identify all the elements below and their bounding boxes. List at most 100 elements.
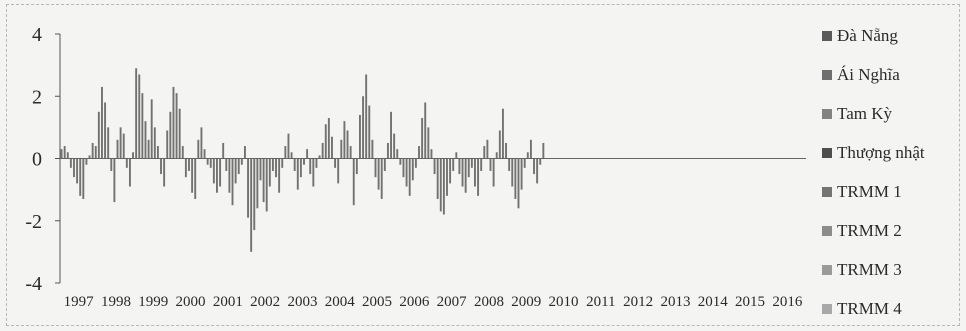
x-tick-label: 2006 xyxy=(399,294,430,310)
bar xyxy=(359,114,361,159)
bar xyxy=(380,158,383,199)
bar xyxy=(163,158,166,187)
bars-layer xyxy=(60,68,545,252)
legend-swatch xyxy=(822,109,832,119)
bar xyxy=(119,127,122,159)
bar xyxy=(122,133,125,159)
y-tick-label: 0 xyxy=(32,149,42,171)
bar xyxy=(352,158,355,206)
bar xyxy=(483,146,486,159)
bar xyxy=(446,158,448,196)
x-tick-label: 2005 xyxy=(362,294,392,310)
bar xyxy=(160,158,162,175)
bar xyxy=(212,158,215,184)
bar xyxy=(511,158,514,187)
bar xyxy=(324,124,327,159)
bar xyxy=(135,68,138,159)
bar xyxy=(430,149,433,159)
bar xyxy=(418,146,420,159)
bar xyxy=(97,111,100,159)
x-tick-label: 2003 xyxy=(287,294,317,310)
bar xyxy=(194,158,197,199)
legend-label: TRMM 4 xyxy=(837,299,902,318)
bar xyxy=(498,130,501,159)
bar xyxy=(355,158,358,175)
bar xyxy=(461,158,464,187)
bar xyxy=(390,111,392,159)
legend-swatch xyxy=(822,148,832,158)
bar xyxy=(365,74,368,159)
legend-label: TRMM 2 xyxy=(837,221,902,240)
x-tick-label: 2004 xyxy=(325,294,356,310)
bar xyxy=(79,158,82,196)
bar xyxy=(60,149,63,159)
bar xyxy=(101,86,103,159)
bar xyxy=(529,139,532,159)
bar xyxy=(455,152,458,159)
bar xyxy=(505,142,507,159)
legend-label: TRMM 3 xyxy=(837,260,902,279)
bar xyxy=(315,158,318,168)
bar xyxy=(104,102,107,159)
bar xyxy=(321,142,324,159)
bar xyxy=(312,158,315,187)
legend-label: Đà Nẵng xyxy=(837,26,898,45)
bar xyxy=(536,158,539,184)
bar xyxy=(184,158,187,178)
bar xyxy=(467,158,470,178)
bar xyxy=(458,158,461,175)
bar xyxy=(175,93,178,159)
bar xyxy=(309,158,312,175)
bar xyxy=(526,152,529,159)
bar xyxy=(281,158,284,168)
bar xyxy=(172,86,175,159)
bar xyxy=(523,158,526,168)
bar xyxy=(362,96,365,159)
bar xyxy=(287,133,290,159)
x-tick-label: 2010 xyxy=(549,294,579,310)
bar xyxy=(275,158,277,178)
y-tick-label: 4 xyxy=(32,24,42,46)
legend-label: TRMM 1 xyxy=(837,182,902,201)
bar xyxy=(231,158,234,206)
bar xyxy=(349,146,352,159)
bar xyxy=(228,158,231,193)
bar xyxy=(464,158,467,193)
bar xyxy=(253,158,256,231)
bar xyxy=(495,152,498,159)
bar xyxy=(240,158,243,165)
bar xyxy=(402,158,405,178)
x-tick-label: 2016 xyxy=(772,294,803,310)
bar xyxy=(268,158,271,187)
bar xyxy=(299,158,302,178)
bar xyxy=(73,158,75,178)
bar xyxy=(427,127,430,159)
x-tick-label: 1999 xyxy=(138,294,168,310)
bar xyxy=(327,118,330,159)
bar xyxy=(82,158,85,199)
x-tick-label: 2009 xyxy=(511,294,541,310)
bar xyxy=(306,149,309,159)
bar xyxy=(514,158,517,199)
bar xyxy=(433,158,436,175)
bar xyxy=(203,149,206,159)
bar xyxy=(399,158,402,165)
bar xyxy=(110,158,113,171)
bar xyxy=(340,139,343,159)
bar xyxy=(436,158,439,199)
bar xyxy=(452,158,455,171)
bar xyxy=(474,158,476,187)
bar xyxy=(486,139,489,159)
legend: Đà Nẵng Ái Nghĩa Tam Kỳ Thượng nhật TRMM 1 TR… xyxy=(822,26,925,318)
bar xyxy=(107,127,110,159)
bar xyxy=(138,74,141,159)
bar xyxy=(477,158,480,196)
bar xyxy=(374,158,377,178)
bar xyxy=(169,111,172,159)
bar xyxy=(191,158,194,193)
bar xyxy=(234,158,237,184)
bar xyxy=(343,121,346,159)
legend-swatch xyxy=(822,265,832,275)
bar xyxy=(216,158,218,193)
bar xyxy=(290,152,293,159)
